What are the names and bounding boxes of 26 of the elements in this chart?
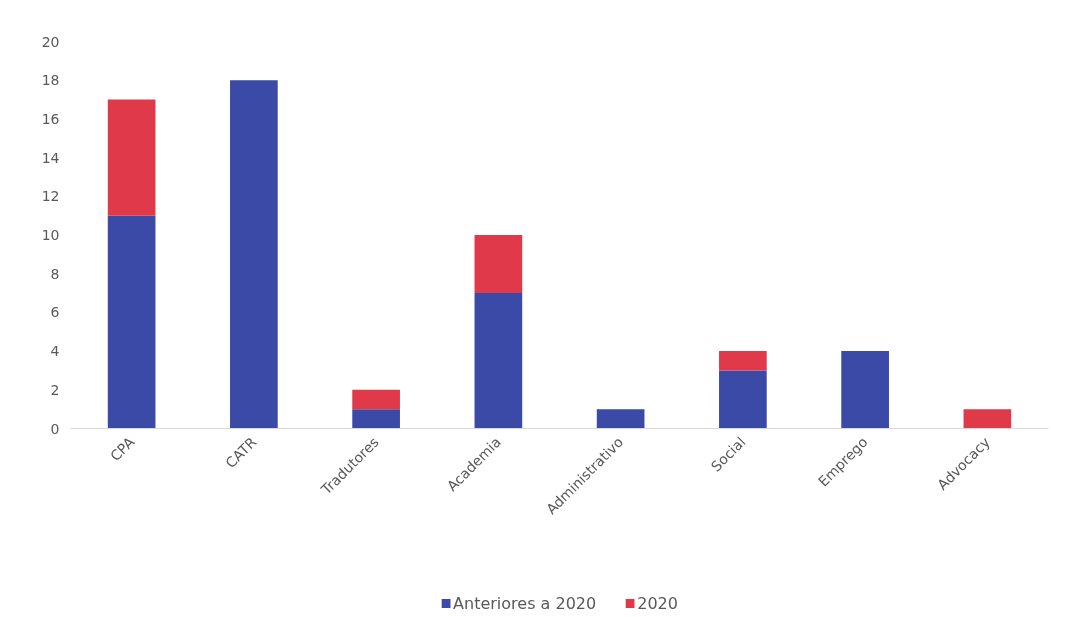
y-tick-label: 0 <box>50 420 60 437</box>
bar <box>963 409 1012 429</box>
bar <box>107 215 156 429</box>
y-tick-label: 2 <box>50 381 60 398</box>
y-tick-label: 20 <box>41 33 60 50</box>
bar <box>596 409 645 429</box>
bar <box>841 351 889 429</box>
bar <box>352 409 400 429</box>
y-tick-label: 16 <box>41 110 60 127</box>
y-tick-label: 12 <box>41 188 60 205</box>
legend-label: Anteriores a 2020 <box>453 593 597 613</box>
y-tick-label: 4 <box>50 343 60 360</box>
y-tick-label: 8 <box>50 265 60 282</box>
bar <box>107 99 156 216</box>
legend-label: 2020 <box>637 593 678 613</box>
y-tick-label: 14 <box>41 149 60 166</box>
y-tick-label: 18 <box>41 72 60 89</box>
bar <box>230 80 278 429</box>
bar <box>474 293 523 429</box>
y-tick-label: 10 <box>41 227 60 243</box>
y-tick-label: 6 <box>50 304 60 321</box>
x-tick-label: CPA <box>106 433 138 465</box>
bar <box>719 370 767 429</box>
bar <box>352 389 400 410</box>
bar <box>719 351 767 371</box>
bar <box>474 235 523 294</box>
